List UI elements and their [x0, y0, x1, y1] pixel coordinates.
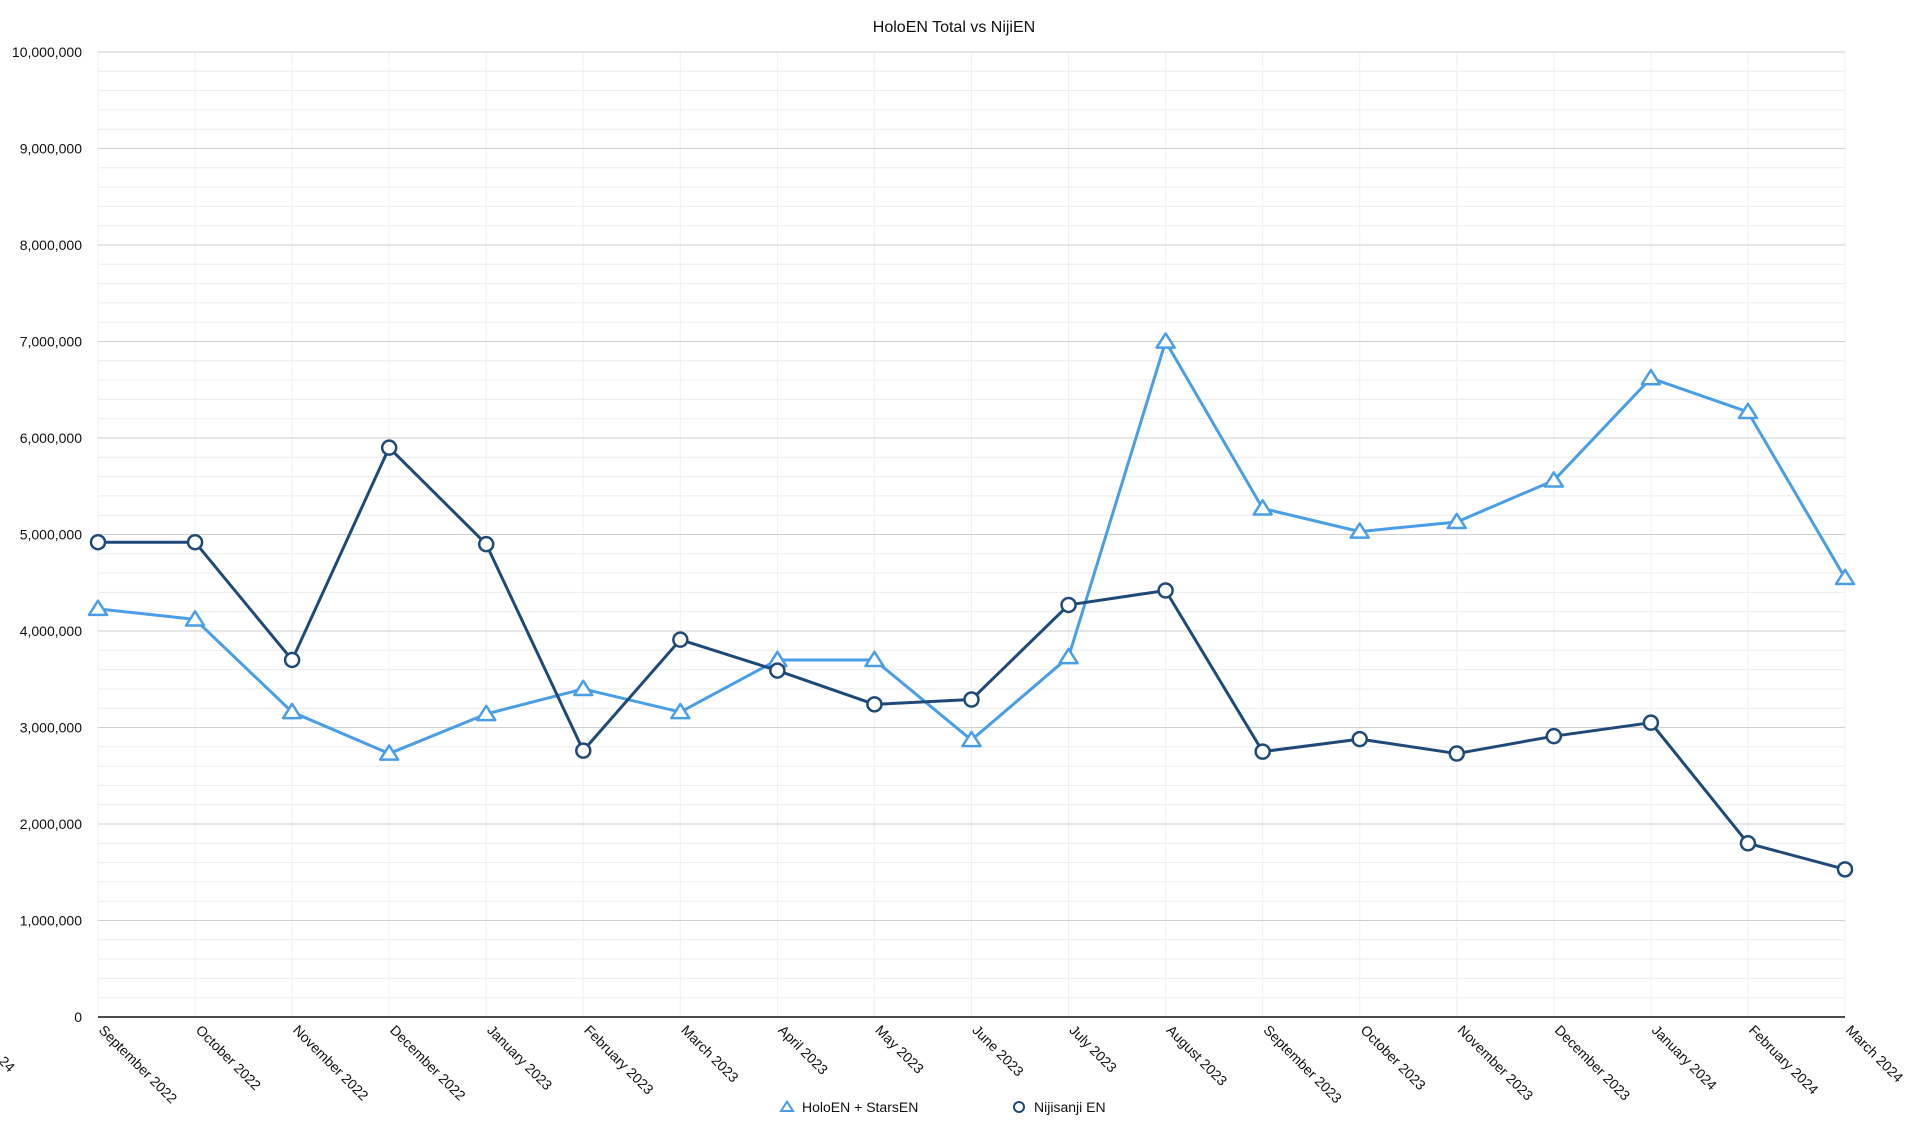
x-tick-label: November 2023 [1455, 1022, 1537, 1104]
x-axis-tick-labels: September 2022 October 2022 November 2022 D… [0, 1022, 1907, 1107]
data-point [866, 696, 883, 713]
data-point [670, 702, 691, 720]
data-point [380, 439, 398, 456]
data-point [672, 631, 689, 648]
data-point [1836, 861, 1854, 878]
series-nijisanji-en [89, 439, 1854, 878]
series-layer [87, 332, 1856, 878]
x-tick-label: November 2022 [290, 1022, 372, 1104]
y-tick-label: 3,000,000 [20, 720, 82, 736]
x-tick-label: February 2023 [581, 1022, 657, 1098]
x-tick-label: September 2022 [96, 1022, 181, 1107]
data-point [87, 599, 109, 617]
y-tick-label: 5,000,000 [20, 527, 82, 543]
data-point [283, 651, 301, 669]
chart-title: HoloEN Total vs NijiEN [873, 19, 1035, 36]
data-point [1448, 745, 1466, 762]
y-tick-label: 9,000,000 [20, 141, 82, 157]
data-point [963, 691, 980, 708]
x-tick-label: September 2023 [1261, 1022, 1346, 1107]
data-point [1642, 714, 1660, 731]
y-tick-label: 10,000,000 [12, 44, 82, 60]
y-tick-label: 7,000,000 [20, 334, 82, 350]
x-tick-label: May 2023 [872, 1022, 927, 1077]
x-tick-label: March 2023 [678, 1022, 742, 1086]
x-tick-label-clipped: 24 [0, 1053, 18, 1075]
x-tick-label: December 2023 [1552, 1022, 1634, 1104]
x-tick-label: July 2023 [1066, 1022, 1120, 1076]
legend-label: Nijisanji EN [1034, 1099, 1106, 1115]
data-point [1155, 332, 1176, 349]
data-point [186, 533, 204, 551]
y-tick-label: 6,000,000 [20, 430, 82, 446]
y-tick-label: 4,000,000 [20, 623, 82, 639]
data-point [1739, 835, 1757, 852]
data-point [1543, 471, 1565, 488]
major-gridlines [98, 51, 1845, 921]
legend-triangle-icon [779, 1099, 795, 1113]
data-point [1834, 568, 1856, 586]
data-point [281, 702, 303, 720]
y-tick-label: 0 [74, 1009, 82, 1025]
data-point [477, 535, 495, 553]
y-tick-label: 1,000,000 [20, 913, 82, 929]
legend-item: HoloEN + StarsEN [779, 1099, 918, 1115]
data-point [378, 744, 400, 761]
data-point [864, 650, 885, 668]
y-axis-tick-labels: 0 1,000,000 2,000,000 3,000,000 4,000,000 5,0… [12, 44, 82, 1025]
legend: HoloEN + StarsEN Nijisanji EN [779, 1099, 1106, 1115]
data-point [1060, 596, 1077, 614]
legend-circle-icon [1013, 1101, 1025, 1113]
data-point [1254, 743, 1271, 760]
data-point [961, 730, 982, 748]
x-tick-label: January 2023 [484, 1022, 555, 1093]
x-tick-label: February 2024 [1746, 1022, 1822, 1098]
data-point [475, 704, 497, 722]
data-point [1446, 512, 1468, 530]
data-point [1157, 582, 1174, 599]
x-tick-label: December 2022 [387, 1022, 469, 1104]
x-tick-label: October 2023 [1358, 1022, 1429, 1093]
x-tick-label: March 2024 [1843, 1022, 1907, 1086]
data-point [1058, 647, 1079, 665]
x-tick-label: June 2023 [969, 1022, 1027, 1080]
legend-item: Nijisanji EN [1013, 1099, 1106, 1115]
data-point [1737, 402, 1759, 420]
data-point [573, 679, 594, 697]
data-point [1252, 499, 1273, 516]
y-tick-label: 8,000,000 [20, 237, 82, 253]
data-point [1349, 522, 1370, 539]
data-point [184, 610, 206, 627]
series-holoen-starsen [87, 332, 1856, 761]
data-point [89, 533, 107, 551]
x-tick-label: August 2023 [1163, 1022, 1230, 1089]
legend-label: HoloEN + StarsEN [802, 1099, 918, 1115]
x-tick-label: April 2023 [775, 1022, 831, 1078]
data-point [769, 662, 786, 679]
data-point [1545, 727, 1563, 745]
y-tick-label: 2,000,000 [20, 816, 82, 832]
data-point [1351, 730, 1368, 748]
x-tick-label: October 2022 [193, 1022, 264, 1093]
data-point [1640, 368, 1662, 386]
data-point [575, 742, 592, 759]
x-tick-label: January 2024 [1649, 1022, 1720, 1093]
